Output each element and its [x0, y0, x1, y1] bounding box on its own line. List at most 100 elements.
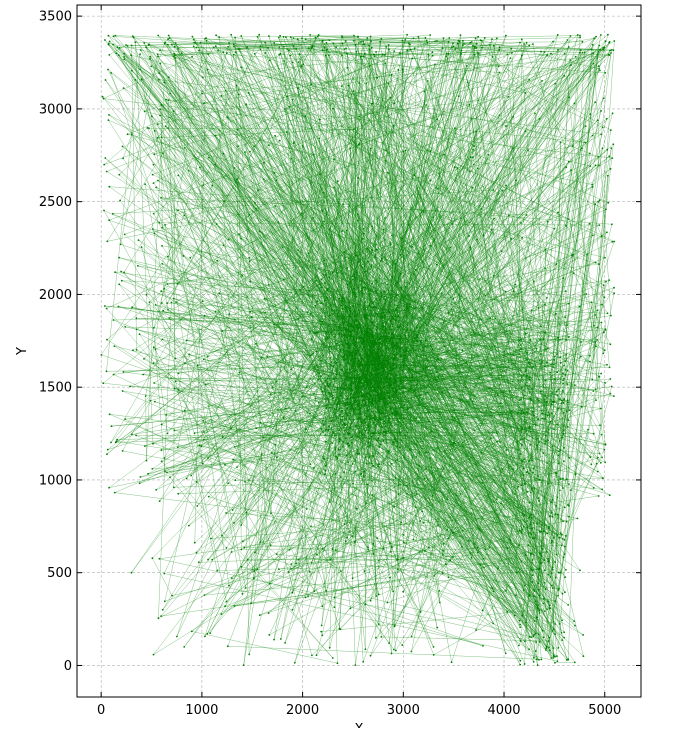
data-point — [266, 356, 268, 358]
data-point — [404, 39, 407, 41]
data-point — [268, 582, 271, 585]
data-point — [240, 548, 243, 551]
data-point — [189, 256, 192, 259]
data-point — [538, 658, 540, 661]
data-point — [335, 373, 338, 376]
data-point — [143, 110, 146, 113]
data-point — [236, 178, 238, 181]
data-point — [364, 418, 366, 421]
data-point — [551, 568, 554, 571]
data-point — [366, 328, 368, 331]
data-point — [589, 165, 592, 168]
data-point — [524, 553, 527, 556]
data-point — [518, 619, 521, 622]
data-point — [267, 612, 270, 614]
data-point — [546, 401, 548, 404]
data-point — [151, 228, 154, 230]
data-point — [612, 143, 615, 146]
data-point — [349, 396, 352, 399]
data-point — [380, 313, 382, 315]
data-point — [324, 464, 327, 467]
data-point — [385, 347, 388, 350]
data-point — [157, 34, 160, 37]
data-point — [535, 658, 538, 661]
data-point — [166, 302, 169, 304]
data-point — [402, 364, 405, 367]
data-point — [116, 438, 118, 441]
data-point — [225, 547, 228, 549]
data-point — [250, 602, 253, 605]
data-point — [534, 600, 537, 603]
data-point — [406, 324, 409, 326]
data-point — [214, 134, 217, 137]
data-point — [375, 376, 378, 378]
data-point — [505, 34, 507, 37]
data-point — [524, 130, 527, 133]
data-point — [152, 182, 155, 185]
data-point — [347, 351, 350, 353]
data-point — [321, 390, 324, 393]
data-point — [521, 444, 523, 446]
data-point — [546, 462, 549, 464]
data-point — [506, 547, 509, 550]
data-point — [519, 659, 522, 662]
data-point — [605, 208, 607, 211]
data-point — [536, 523, 539, 525]
data-point — [364, 350, 367, 353]
data-point — [234, 51, 237, 54]
data-point — [395, 366, 398, 369]
data-point — [469, 553, 472, 555]
data-point — [345, 376, 348, 378]
data-point — [592, 62, 595, 65]
data-point — [522, 525, 525, 528]
data-point — [316, 300, 319, 303]
data-point — [202, 358, 205, 361]
data-point — [363, 395, 366, 398]
data-point — [391, 234, 393, 237]
data-point — [562, 520, 564, 523]
data-point — [498, 48, 501, 51]
data-point — [144, 445, 146, 447]
data-point — [162, 152, 164, 155]
data-point — [446, 529, 449, 531]
data-point — [383, 313, 386, 316]
data-point — [278, 46, 281, 48]
data-point — [376, 76, 379, 79]
data-point — [361, 357, 363, 360]
data-point — [321, 634, 324, 637]
data-point — [270, 452, 273, 454]
data-point — [532, 635, 535, 638]
data-point — [378, 369, 380, 371]
data-point — [344, 40, 347, 42]
data-point — [602, 284, 605, 286]
data-point — [368, 48, 371, 51]
data-point — [602, 48, 605, 51]
data-point — [206, 68, 209, 71]
data-point — [539, 325, 542, 328]
data-point — [354, 254, 357, 257]
data-point — [611, 112, 614, 115]
data-point — [365, 417, 368, 419]
data-point — [362, 55, 365, 58]
data-point — [362, 286, 365, 289]
data-point — [568, 515, 570, 518]
data-point — [466, 81, 469, 84]
data-point — [417, 35, 420, 38]
data-point — [346, 414, 349, 417]
data-point — [570, 489, 572, 492]
data-point — [348, 368, 351, 371]
data-point — [530, 552, 533, 555]
data-point — [285, 131, 288, 133]
data-point — [512, 290, 515, 293]
data-point — [364, 603, 367, 606]
data-point — [545, 434, 547, 437]
data-point — [135, 434, 138, 437]
data-point — [354, 470, 357, 473]
data-point — [153, 153, 156, 156]
data-point — [143, 358, 145, 360]
data-point — [501, 189, 504, 192]
data-point — [470, 117, 473, 120]
data-point — [386, 171, 389, 174]
data-point — [393, 358, 396, 361]
data-point — [324, 54, 327, 57]
